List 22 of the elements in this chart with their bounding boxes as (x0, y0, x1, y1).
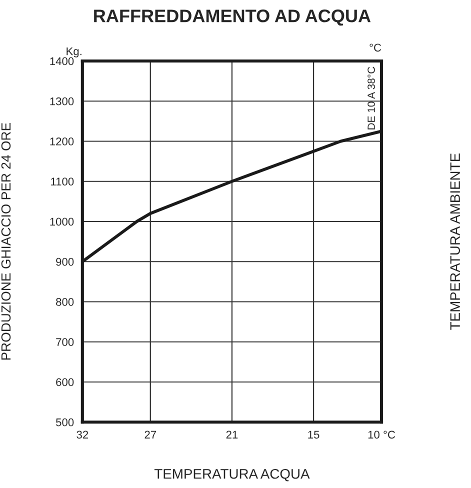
y-tick-label: 600 (56, 378, 74, 386)
text: °C (370, 44, 382, 52)
y-tick-label: 1000 (50, 218, 74, 226)
y-tick-label: 1200 (50, 138, 74, 146)
text: Kg. (66, 47, 82, 58)
y-tick-label: 800 (56, 298, 74, 306)
y-axis-title: PRODUZIONE GHIACCIO PER 24 ORE (1, 122, 11, 360)
y-tick-label: 1300 (50, 97, 74, 106)
x-tick-label: 27 (144, 430, 156, 439)
y-tick-label: 900 (56, 258, 74, 266)
x-tick-label: 10 °C (368, 430, 396, 439)
x-axis-title: TEMPERATURA ACQUA (154, 468, 310, 482)
chart-title: RAFFREDDAMENTO AD ACQUA (94, 10, 371, 26)
y-tick-label: 500 (56, 418, 74, 426)
y-tick-label: 1400 (50, 57, 74, 66)
y-tick-label: 700 (56, 338, 74, 346)
x-tick-label: 21 (226, 430, 238, 439)
x-tick-label: 32 (76, 430, 88, 439)
y-tick-label: 1100 (51, 178, 74, 186)
annotation: DE 10 A 38°C (368, 66, 375, 130)
text: TEMPERATURA AMBIENTE (450, 154, 460, 330)
x-tick-label: 15 (308, 430, 320, 439)
